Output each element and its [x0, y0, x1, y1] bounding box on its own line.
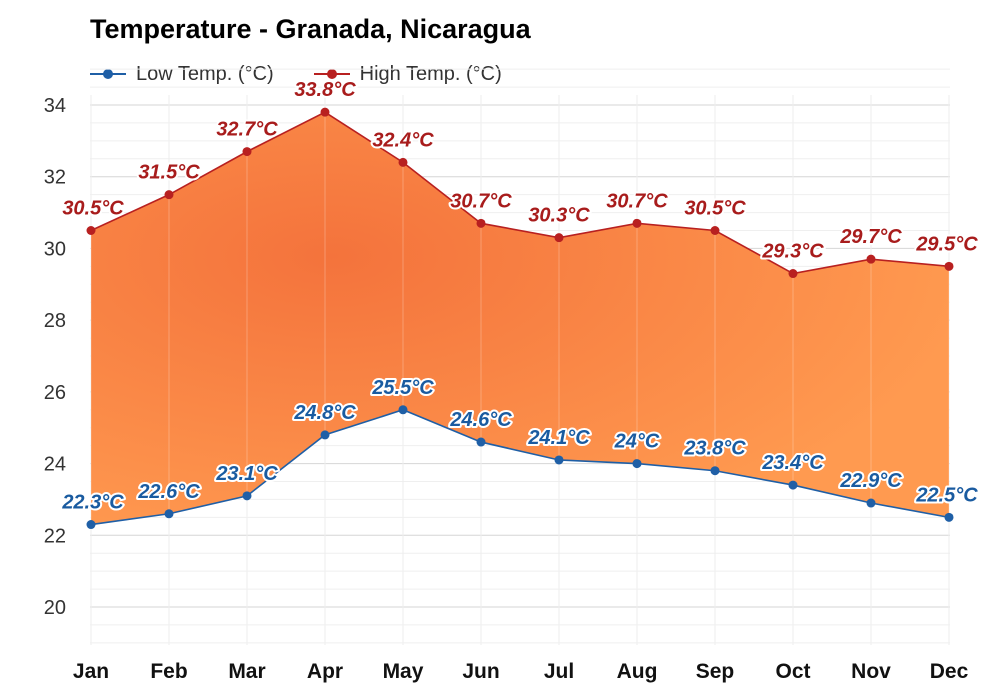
high-temp-data-label: 30.5°C — [62, 198, 124, 220]
low-temp-data-label: 22.3°C — [61, 492, 124, 514]
high-temp-point — [242, 147, 252, 157]
high-temp-point — [320, 107, 330, 117]
x-tick-label: May — [383, 660, 424, 683]
y-tick-label: 28 — [44, 310, 66, 332]
high-temp-point — [164, 190, 174, 200]
legend-low-label: Low Temp. (°C) — [136, 62, 274, 85]
low-temp-data-label: 24.1°C — [527, 427, 590, 449]
high-temp-data-label: 32.7°C — [216, 119, 278, 141]
high-temp-data-label: 29.3°C — [761, 241, 824, 263]
y-tick-label: 22 — [44, 525, 66, 547]
x-tick-label: Feb — [150, 660, 187, 683]
high-temp-data-label: 31.5°C — [138, 162, 200, 184]
x-tick-label: Apr — [307, 660, 343, 683]
low-temp-point — [866, 498, 876, 508]
high-temp-data-label: 30.3°C — [528, 205, 590, 227]
high-temp-point — [866, 254, 876, 264]
high-temp-data-label: 33.8°C — [294, 79, 356, 101]
x-tick-label: Oct — [775, 660, 810, 683]
low-temp-data-label: 22.5°C — [915, 484, 978, 506]
high-temp-data-label: 30.7°C — [606, 190, 668, 212]
high-temp-point — [554, 233, 564, 243]
x-tick-label: Dec — [930, 660, 969, 683]
high-temp-line — [90, 111, 950, 275]
y-tick-label: 26 — [44, 382, 66, 404]
high-temp-point — [398, 157, 408, 167]
low-temp-point — [710, 466, 720, 476]
low-temp-line — [90, 408, 950, 526]
low-temp-data-label: 23.1°C — [215, 463, 278, 485]
low-temp-data-label: 25.5°C — [371, 377, 434, 399]
high-temp-point — [944, 261, 954, 271]
x-tick-label: Nov — [851, 660, 891, 683]
y-tick-label: 20 — [44, 597, 66, 619]
low-temp-point — [164, 509, 174, 519]
low-temp-data-label: 22.6°C — [137, 481, 200, 503]
low-temp-point — [788, 480, 798, 490]
y-tick-label: 24 — [44, 454, 66, 476]
x-tick-label: Jun — [462, 660, 499, 683]
legend-high-label: High Temp. (°C) — [359, 62, 502, 85]
high-temp-point — [476, 218, 486, 228]
high-temp-point — [632, 218, 642, 228]
y-tick-label: 30 — [44, 238, 66, 260]
chart-title: Temperature - Granada, Nicaragua — [90, 14, 531, 44]
low-temp-point — [320, 430, 330, 440]
low-temp-point — [554, 455, 564, 465]
low-temp-point — [632, 459, 642, 469]
low-temp-data-label: 24°C — [614, 431, 660, 453]
high-temp-data-label: 29.5°C — [915, 233, 978, 255]
x-tick-label: Aug — [617, 660, 658, 683]
high-temp-point — [86, 226, 96, 235]
low-temp-data-label: 23.8°C — [683, 438, 746, 460]
x-tick-label: Mar — [228, 660, 265, 683]
high-temp-data-label: 29.7°C — [839, 226, 902, 248]
y-tick-label: 32 — [44, 167, 66, 189]
high-temp-point — [710, 226, 720, 235]
legend-high-marker-icon — [313, 69, 350, 79]
legend-item-high[interactable]: High Temp. (°C) — [313, 62, 502, 86]
x-tick-label: Jul — [544, 660, 574, 683]
low-temp-point — [944, 512, 954, 522]
high-temp-data-label: 30.7°C — [450, 190, 512, 212]
low-temp-point — [242, 491, 252, 501]
low-temp-point — [86, 520, 96, 530]
legend: Low Temp. (°C) High Temp. (°C) — [90, 60, 542, 88]
low-temp-data-label: 24.8°C — [293, 402, 356, 424]
low-temp-data-label: 23.4°C — [761, 452, 824, 474]
high-temp-point — [788, 269, 798, 279]
y-tick-label: 34 — [44, 95, 66, 117]
low-temp-data-label: 22.9°C — [839, 470, 902, 492]
legend-item-low[interactable]: Low Temp. (°C) — [90, 63, 274, 86]
high-temp-data-label: 32.4°C — [372, 129, 434, 151]
x-tick-label: Jan — [73, 660, 109, 683]
low-temp-data-label: 24.6°C — [449, 409, 512, 431]
temperature-range-area — [91, 112, 949, 525]
legend-low-marker-icon — [90, 69, 126, 79]
low-temp-point — [476, 437, 486, 447]
high-temp-data-label: 30.5°C — [684, 198, 746, 220]
x-tick-label: Sep — [696, 660, 735, 683]
low-temp-point — [398, 405, 408, 415]
